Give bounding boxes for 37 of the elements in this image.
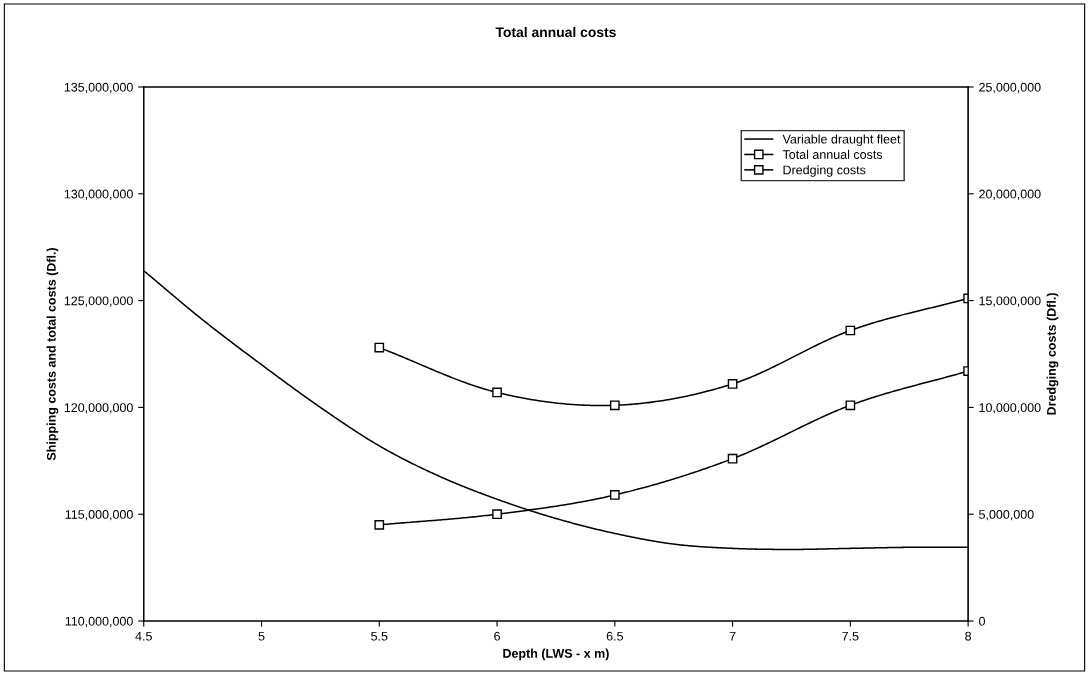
y-tick-label: 130,000,000 [64, 189, 133, 200]
x-tick-label: 8 [965, 631, 972, 641]
x-tick-label: 6 [494, 631, 500, 641]
y-axis-title: Shipping costs and total costs (Dfl.) [46, 248, 59, 461]
x-tick-label: 5.5 [371, 631, 388, 641]
y2-tick-label: 5,000,000 [979, 510, 1034, 521]
x-tick-label: 6.5 [606, 631, 623, 641]
point [492, 509, 502, 520]
point [727, 379, 738, 389]
point [845, 400, 856, 411]
point [492, 387, 502, 398]
y-tick-label: 135,000,000 [64, 82, 133, 94]
x-axis-title: Depth (LWS - x m) [503, 648, 609, 661]
point [727, 453, 738, 464]
y2-tick-label: 0 [979, 616, 985, 626]
point [374, 342, 385, 353]
x-tick-label: 7.5 [842, 631, 859, 641]
x-tick-label: 7 [729, 631, 736, 641]
y-tick-label: 110,000,000 [65, 616, 133, 628]
y2-tick-label: 10,000,000 [979, 403, 1041, 414]
y2-tick-label: 15,000,000 [979, 296, 1041, 307]
x-tick-label: 5 [258, 631, 265, 641]
y2-tick-label: 25,000,000 [979, 82, 1041, 94]
point [845, 325, 856, 336]
chart-title: Total annual costs [495, 26, 616, 38]
x-tick-label: 4.5 [135, 631, 152, 641]
legend-label: Total annual costs [782, 149, 883, 159]
y-tick-label: 120,000,000 [64, 403, 133, 414]
y-tick-label: 125,000,000 [64, 296, 133, 307]
y2-axis-title: Dredging costs (Dfl.) [1046, 293, 1059, 415]
point [609, 490, 620, 500]
point [609, 400, 620, 411]
legend-label: Dredging costs [783, 165, 866, 177]
y2-tick-label: 20,000,000 [979, 189, 1041, 200]
y-tick-label: 115,000,000 [65, 510, 133, 521]
point [374, 520, 385, 530]
legend-label: Variable draught fleet [782, 134, 901, 147]
